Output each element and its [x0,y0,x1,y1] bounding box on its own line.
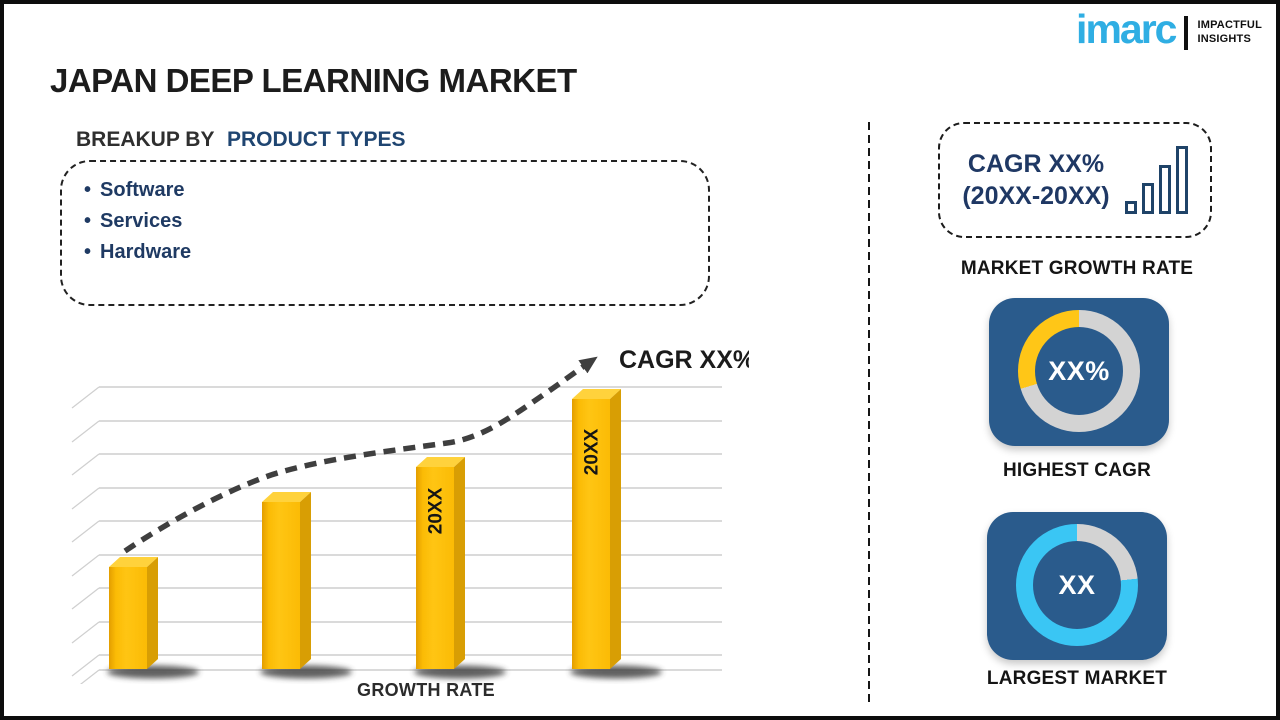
section-heading-accent: PRODUCT TYPES [226,128,406,151]
largest-market-value: XX [1058,569,1096,600]
highest-cagr-label: HIGHEST CAGR [1002,460,1152,481]
bar-4-label: 20XX [582,428,603,475]
list-item: Hardware [84,237,708,268]
cagr-box-line2: (20XX-20XX) [962,182,1110,210]
largest-market-donut-chart: XX [1016,524,1138,646]
highest-cagr-value: XX% [1048,355,1110,386]
cagr-box: CAGR XX% (20XX-20XX) [938,122,1212,238]
logo-tagline-line1: IMPACTFUL [1197,19,1262,32]
trend-arrow [123,356,598,554]
largest-market-card: XX [987,512,1167,660]
page-title: JAPAN DEEP LEARNING MARKET [50,62,577,99]
market-growth-rate-label: MARKET GROWTH RATE [960,258,1194,279]
list-item: Software [84,175,708,206]
largest-market-label: LARGEST MARKET [986,668,1168,689]
trend-annotation: CAGR XX% [619,346,749,374]
brand-logo: imarc IMPACTFUL INSIGHTS [1076,6,1262,53]
logo-tagline: IMPACTFUL INSIGHTS [1197,19,1262,45]
section-divider [868,122,870,706]
highest-cagr-card: XX% [989,298,1169,446]
bar-series: 20XX 20XX [109,389,621,669]
list-item: Services [84,206,708,237]
bar-2 [262,492,311,669]
rising-bars-icon [1124,146,1188,214]
section-heading-prefix: BREAKUP BY [76,128,215,151]
highest-cagr-donut-chart: XX% [1018,310,1140,432]
growth-rate-chart: 20XX 20XX CAGR XX% [71,346,749,684]
bar-3-label: 20XX [426,487,447,534]
product-types-box: Software Services Hardware [60,160,710,306]
gridlines [71,386,722,684]
section-heading: BREAKUP BY PRODUCT TYPES [76,128,405,152]
cagr-box-line1: CAGR XX% [967,150,1105,178]
cagr-box-text: CAGR XX% (20XX-20XX) [962,148,1109,212]
logo-tagline-line2: INSIGHTS [1197,32,1252,45]
x-axis-label: GROWTH RATE [357,680,495,700]
brand-wordmark: imarc [1076,6,1177,52]
logo-divider [1184,15,1189,50]
bar-1 [109,557,158,669]
bar-3: 20XX [416,457,465,669]
bar-4: 20XX [572,389,621,669]
